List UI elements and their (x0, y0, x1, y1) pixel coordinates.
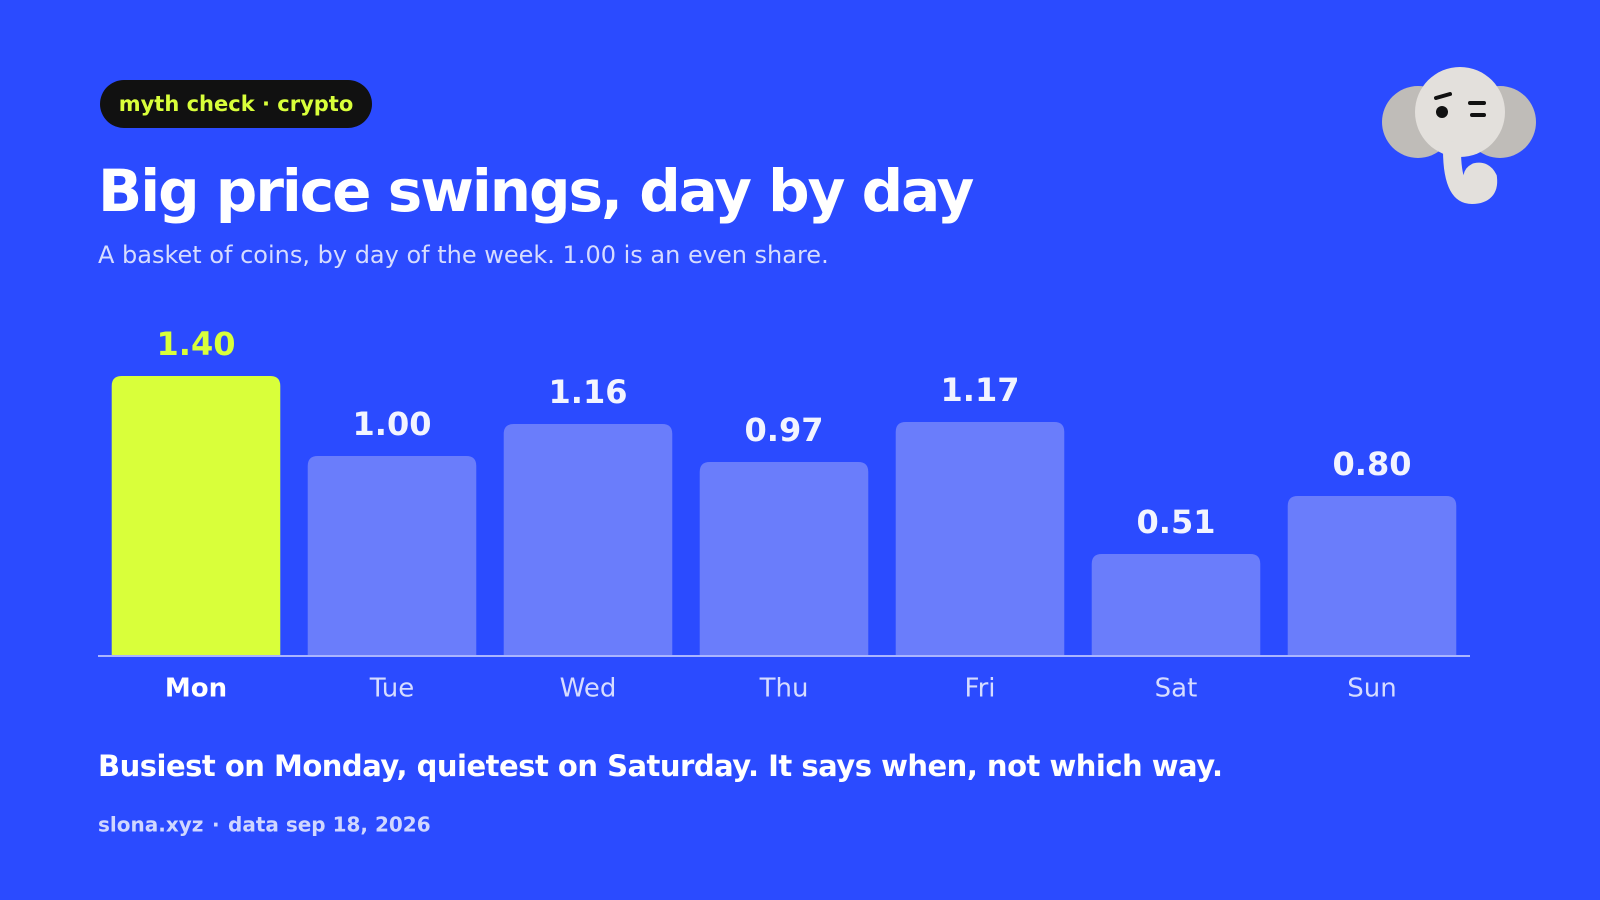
badge: myth check · crypto (119, 92, 354, 116)
x-tick-label: Fri (965, 674, 996, 704)
value-label: 1.17 (941, 371, 1020, 409)
value-label: 1.16 (549, 373, 628, 411)
footer-separator: · (212, 813, 220, 837)
x-tick-label: Thu (759, 674, 809, 704)
value-label: 0.80 (1333, 445, 1412, 483)
x-tick-label: Wed (560, 674, 617, 704)
value-label: 1.00 (353, 405, 432, 443)
bar (503, 424, 673, 656)
chart-subtitle: A basket of coins, by day of the week. 1… (98, 241, 829, 269)
bar (699, 462, 869, 656)
chart-title: Big price swings, day by day (98, 157, 974, 225)
bar (895, 422, 1065, 656)
note: Busiest on Monday, quietest on Saturday.… (98, 749, 1223, 783)
bar (1091, 554, 1261, 656)
value-label: 1.40 (157, 325, 236, 363)
value-label: 0.51 (1137, 503, 1216, 541)
x-tick-label: Tue (369, 674, 414, 704)
bar (307, 456, 477, 656)
footer-source: slona.xyz (98, 813, 203, 837)
badge-pill (100, 80, 372, 128)
x-tick-label: Sat (1155, 674, 1198, 704)
x-tick-label: Sun (1347, 674, 1396, 704)
mascot (1382, 67, 1536, 205)
footer-date: data sep 18, 2026 (228, 813, 431, 837)
x-tick-label: Mon (165, 674, 227, 704)
bar (1287, 496, 1457, 656)
value-label: 0.97 (745, 411, 824, 449)
bar (111, 376, 281, 656)
